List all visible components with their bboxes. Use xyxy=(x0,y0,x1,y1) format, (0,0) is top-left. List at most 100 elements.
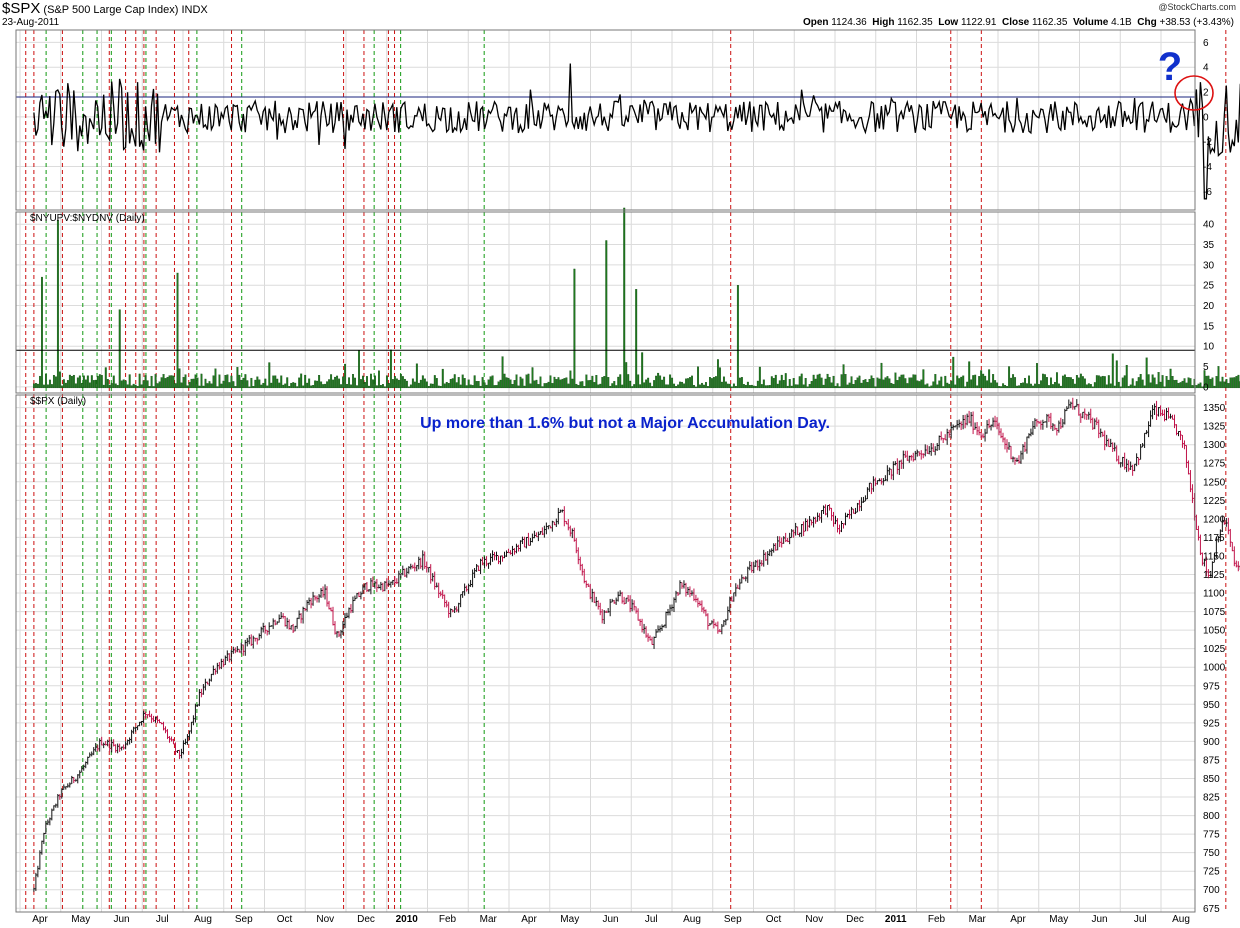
volume-ratio-bar xyxy=(1016,385,1019,389)
volume-ratio-bar xyxy=(186,385,189,389)
volume-ratio-bar xyxy=(463,378,466,389)
volume-ratio-bar xyxy=(485,384,488,389)
volume-ratio-bar xyxy=(132,383,135,389)
volume-ratio-bar xyxy=(316,380,319,389)
volume-ratio-bar xyxy=(565,377,568,389)
volume-ratio-bar xyxy=(258,379,261,389)
price-y-tick-label: 950 xyxy=(1203,700,1220,711)
volume-ratio-bar xyxy=(370,373,372,389)
volume-ratio-bar xyxy=(946,382,949,389)
volume-ratio-bar xyxy=(483,382,486,389)
volume-ratio-bar xyxy=(1093,382,1096,389)
volume-ratio-bar xyxy=(966,381,969,389)
volume-ratio-bar xyxy=(535,379,538,389)
volume-ratio-bar xyxy=(892,383,895,389)
volume-ratio-bar xyxy=(908,377,911,389)
volume-ratio-bar xyxy=(948,383,951,389)
volume-ratio-bar xyxy=(878,378,881,389)
volume-ratio-bar xyxy=(1145,357,1148,389)
volume-ratio-bar xyxy=(453,374,456,389)
volume-ratio-bar xyxy=(882,379,885,389)
osc-y-tick-label: -2 xyxy=(1203,137,1212,148)
x-tick-label: Feb xyxy=(928,914,946,925)
volume-ratio-bar xyxy=(226,374,229,389)
volume-ratio-bar xyxy=(964,386,967,389)
volume-ratio-bar xyxy=(1223,381,1226,389)
volume-ratio-bar xyxy=(1177,382,1180,389)
volume-ratio-bar xyxy=(669,374,672,389)
volume-ratio-bar xyxy=(796,384,799,389)
price-y-tick-label: 1175 xyxy=(1203,533,1225,544)
volume-ratio-bar xyxy=(762,379,765,389)
volume-ratio-bar xyxy=(340,384,343,389)
price-frame xyxy=(15,394,1196,913)
question-mark: ? xyxy=(1158,45,1182,89)
volume-ratio-bar xyxy=(752,385,755,389)
volume-ratio-bar xyxy=(431,383,434,389)
open-value: 1124.36 xyxy=(831,17,867,28)
volume-ratio-bar xyxy=(206,383,209,389)
volume-panel-title: $NYUPV:$NYDNV (Daily) xyxy=(30,213,145,224)
volume-ratio-bar xyxy=(519,376,522,389)
osc-y-tick-label: -4 xyxy=(1203,162,1212,173)
volume-ratio-bar xyxy=(1231,377,1234,389)
volume-ratio-bar xyxy=(776,383,779,389)
volume-ratio-bar xyxy=(854,380,857,389)
volume-ratio-bar xyxy=(1081,376,1084,389)
volume-ratio-bar xyxy=(324,383,327,389)
volume-ratio-bar xyxy=(922,369,925,389)
volume-ratio-bar xyxy=(439,385,442,389)
volume-ratio-bar xyxy=(142,380,145,389)
volume-ratio-bar xyxy=(750,384,753,389)
volume-ratio-bar xyxy=(1201,386,1204,389)
volume-ratio-bar xyxy=(202,385,205,389)
volume-ratio-bar xyxy=(615,385,618,389)
volume-ratio-bar xyxy=(383,386,386,389)
volume-ratio-bar xyxy=(475,381,478,389)
volume-ratio-bar xyxy=(1131,378,1134,389)
volume-ratio-bar xyxy=(820,377,823,389)
volume-ratio-bar xyxy=(1163,386,1166,389)
volume-ratio-bar xyxy=(360,379,362,389)
volume-ratio-bar xyxy=(1203,370,1206,389)
volume-ratio-bar xyxy=(451,378,454,389)
osc-y-tick-label: 0 xyxy=(1203,112,1209,123)
volume-ratio-bar xyxy=(746,381,749,389)
volume-ratio-bar xyxy=(194,374,197,389)
volume-ratio-bar xyxy=(1012,374,1015,389)
volume-ratio-bar xyxy=(521,378,524,389)
volume-ratio-bar xyxy=(1133,385,1136,389)
volume-ratio-bar xyxy=(250,377,253,389)
volume-ratio-bar xyxy=(212,375,215,389)
volume-ratio-bar xyxy=(711,378,713,389)
volume-ratio-bar xyxy=(876,377,879,389)
volume-ratio-bar xyxy=(1113,385,1116,389)
volume-ratio-bar xyxy=(122,379,125,389)
vol-y-tick-label: 40 xyxy=(1203,220,1215,231)
volume-ratio-bar xyxy=(411,378,414,389)
price-y-tick-label: 1300 xyxy=(1203,440,1226,451)
volume-ratio-bar xyxy=(1002,383,1005,389)
volume-ratio-bar xyxy=(300,373,303,389)
price-y-tick-label: 1250 xyxy=(1203,477,1226,488)
vol-y-tick-label: 35 xyxy=(1203,240,1215,251)
volume-ratio-bar xyxy=(569,370,572,389)
volume-ratio-bar xyxy=(581,381,584,389)
volume-ratio-bar xyxy=(256,376,259,389)
volume-ratio-bar xyxy=(481,377,484,389)
price-y-tick-label: 700 xyxy=(1203,885,1220,896)
volume-ratio-bar xyxy=(304,374,307,389)
volume-ratio-bar xyxy=(898,376,901,389)
volume-ratio-bar xyxy=(1117,381,1120,389)
volume-ratio-bar xyxy=(774,374,777,389)
x-tick-label: Sep xyxy=(724,914,742,925)
volume-ratio-bar xyxy=(667,384,670,389)
marker-lines xyxy=(25,30,1227,912)
volume-ratio-bar xyxy=(866,382,869,389)
volume-ratio-bar xyxy=(834,385,837,389)
volume-ratio-bar xyxy=(104,367,107,389)
volume-ratio-bar xyxy=(146,380,149,389)
volume-ratio-bar xyxy=(354,377,356,389)
vol-y-tick-label: 20 xyxy=(1203,301,1215,312)
volume-ratio-bar xyxy=(1235,376,1238,389)
